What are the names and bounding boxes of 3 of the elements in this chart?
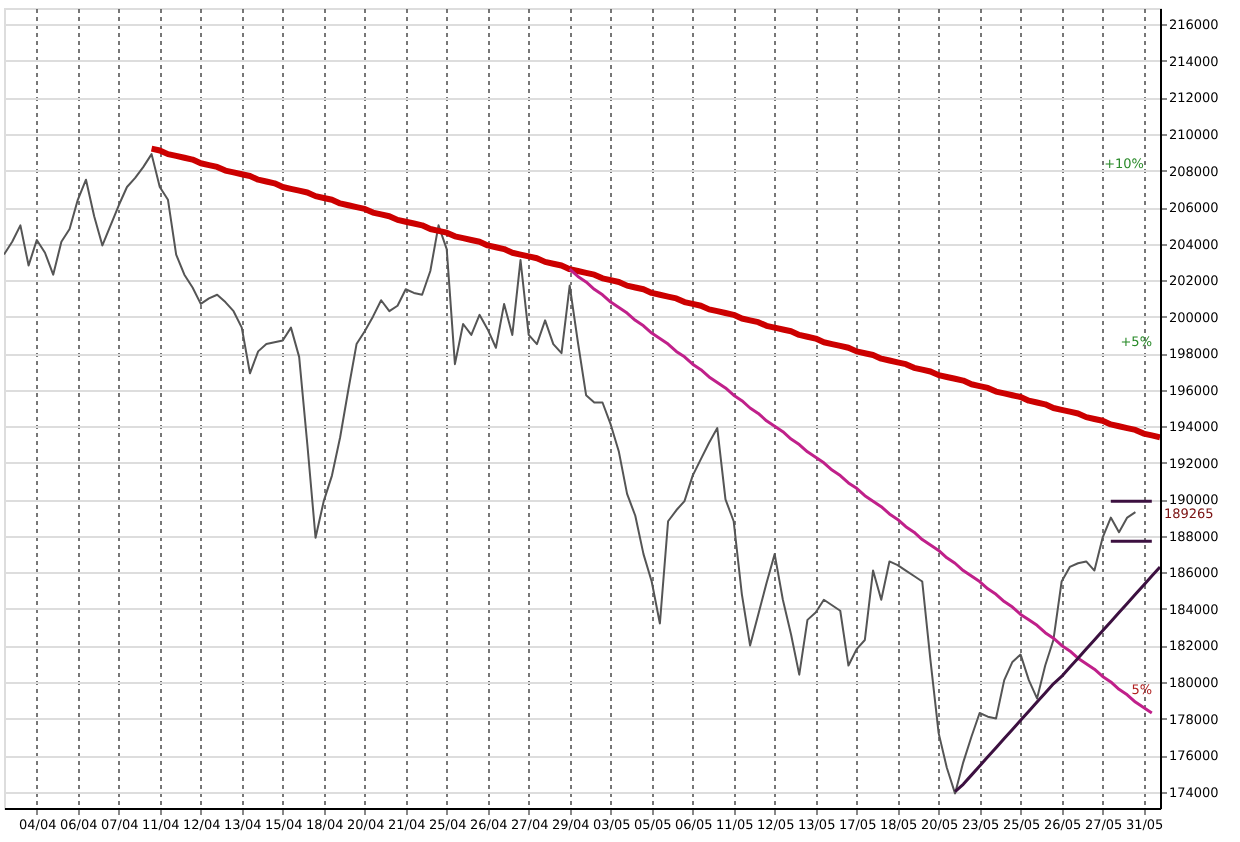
line-series bbox=[953, 565, 1160, 794]
line-series bbox=[148, 145, 1160, 441]
line-series bbox=[568, 267, 1154, 715]
